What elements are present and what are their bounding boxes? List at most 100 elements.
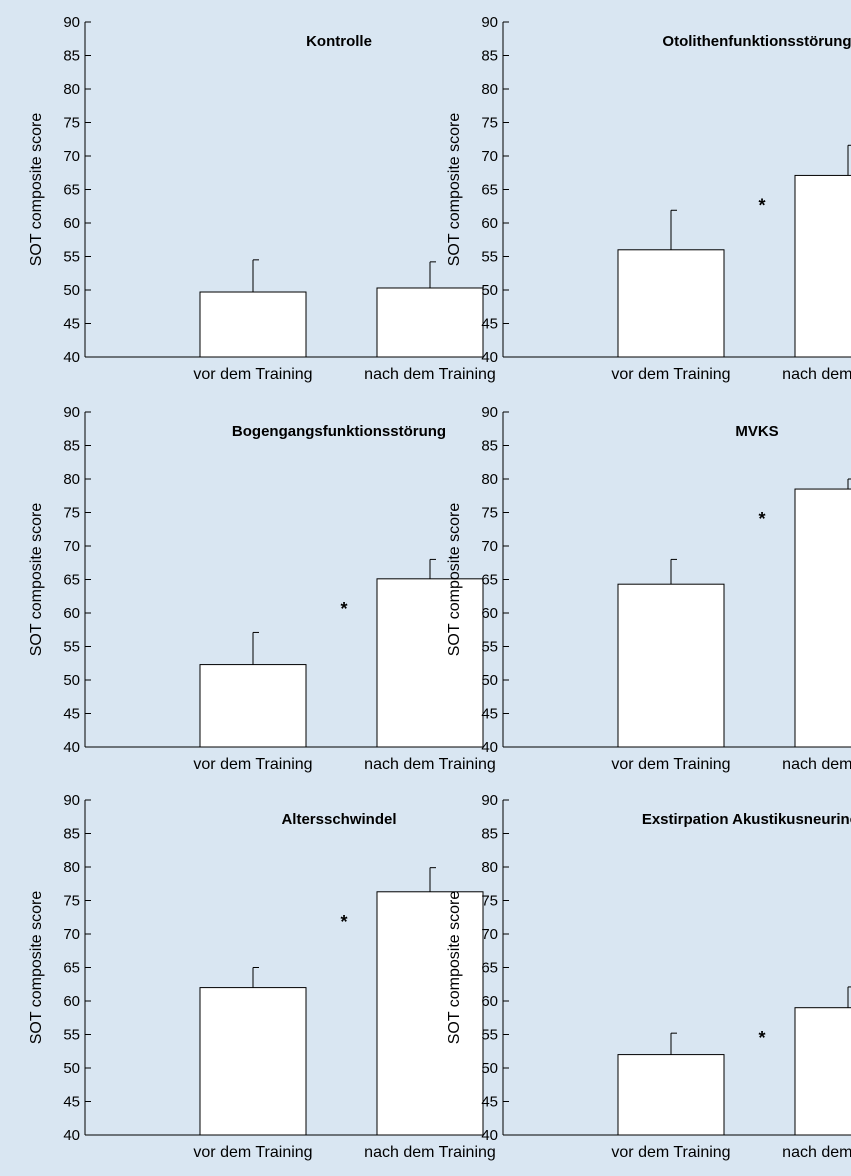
chart-panel-2: 40 45 50 55 60 65 70 75 80 85 90 SOT composite scor… [446,14,851,383]
y-tick-label: 70 [63,148,80,165]
y-axis-label: SOT composite score [446,113,463,267]
significance-marker: * [758,1028,765,1048]
y-tick-label: 50 [481,672,498,689]
y-tick-label: 45 [481,706,498,723]
y-tick-label: 70 [63,538,80,555]
y-tick-label: 85 [481,48,498,65]
panel-title: Otolithenfunktionsstörung [662,33,851,50]
y-tick-label: 60 [63,993,80,1010]
y-axis-label: SOT composite score [28,503,45,657]
y-tick-label: 70 [481,926,498,943]
y-tick-label: 65 [481,960,498,977]
y-tick-label: 85 [63,438,80,455]
y-tick-label: 40 [63,1127,80,1144]
y-tick-label: 50 [63,282,80,299]
bar [199,987,307,1136]
category-label: nach dem Training [364,366,496,383]
category-label: vor dem Training [611,756,730,773]
category-label: nach dem Training [782,366,851,383]
y-tick-label: 70 [63,926,80,943]
significance-marker: * [340,912,347,932]
bar [617,1054,725,1136]
category-label: nach dem Training [364,756,496,773]
y-tick-label: 75 [63,115,80,132]
y-tick-label: 85 [481,438,498,455]
category-label: vor dem Training [611,366,730,383]
y-tick-label: 60 [63,605,80,622]
y-tick-label: 55 [63,249,80,266]
y-tick-label: 70 [481,538,498,555]
significance-marker: * [758,196,765,216]
y-tick-label: 50 [481,1060,498,1077]
category-label: vor dem Training [193,1144,312,1161]
y-axis-label: SOT composite score [446,503,463,657]
category-label: vor dem Training [611,1144,730,1161]
y-tick-label: 90 [63,792,80,809]
bar [199,664,307,748]
y-tick-label: 55 [481,639,498,656]
y-tick-label: 75 [481,505,498,522]
y-tick-label: 40 [481,739,498,756]
category-label: nach dem Training [364,1144,496,1161]
y-tick-label: 60 [481,215,498,232]
y-tick-label: 80 [63,81,80,98]
y-tick-label: 85 [481,826,498,843]
significance-marker: * [758,509,765,529]
y-tick-label: 80 [63,859,80,876]
y-tick-label: 40 [481,1127,498,1144]
y-tick-label: 65 [63,960,80,977]
y-tick-label: 85 [63,826,80,843]
panel-title: Bogengangsfunktionsstörung [232,423,446,440]
y-tick-label: 75 [481,115,498,132]
bar [376,891,484,1136]
y-tick-label: 60 [481,993,498,1010]
significance-marker: * [340,599,347,619]
y-tick-label: 90 [481,14,498,31]
y-tick-label: 45 [481,1094,498,1111]
y-tick-label: 75 [63,505,80,522]
bar [617,583,725,748]
y-tick-label: 90 [481,404,498,421]
category-label: vor dem Training [193,756,312,773]
y-tick-label: 80 [481,859,498,876]
y-tick-label: 45 [63,1094,80,1111]
y-tick-label: 85 [63,48,80,65]
panel-title: MVKS [735,423,778,440]
chart-panel-6: 40 45 50 55 60 65 70 75 80 85 90 SOT composite scor… [446,792,851,1161]
bar [794,488,851,748]
y-tick-label: 80 [481,81,498,98]
y-tick-label: 50 [63,1060,80,1077]
y-tick-label: 75 [481,893,498,910]
chart-panel-3: 40 45 50 55 60 65 70 75 80 85 90 SOT composite scor… [28,404,496,773]
y-tick-label: 65 [63,182,80,199]
panel-title: Exstirpation Akustikusneurinom [642,811,851,828]
y-tick-label: 55 [63,1027,80,1044]
category-label: nach dem Training [782,756,851,773]
y-tick-label: 65 [481,182,498,199]
bar [376,578,484,748]
y-axis-label: SOT composite score [446,891,463,1045]
chart-panel-4: 40 45 50 55 60 65 70 75 80 85 90 SOT composite scor… [446,404,851,773]
y-tick-label: 40 [63,349,80,366]
y-tick-label: 90 [63,404,80,421]
y-tick-label: 60 [63,215,80,232]
y-tick-label: 50 [63,672,80,689]
bar [376,287,484,358]
category-label: nach dem Training [782,1144,851,1161]
y-tick-label: 90 [63,14,80,31]
y-tick-label: 55 [481,1027,498,1044]
category-label: vor dem Training [193,366,312,383]
y-tick-label: 80 [63,471,80,488]
panel-title: Kontrolle [306,33,372,50]
y-tick-label: 75 [63,893,80,910]
y-tick-label: 45 [481,316,498,333]
y-tick-label: 90 [481,792,498,809]
chart-panel-1: 40 45 50 55 60 65 70 75 80 85 90 SOT composite scor… [28,14,496,383]
y-tick-label: 50 [481,282,498,299]
bar [794,1007,851,1136]
y-tick-label: 55 [63,639,80,656]
y-axis-label: SOT composite score [28,891,45,1045]
y-tick-label: 40 [63,739,80,756]
y-tick-label: 80 [481,471,498,488]
